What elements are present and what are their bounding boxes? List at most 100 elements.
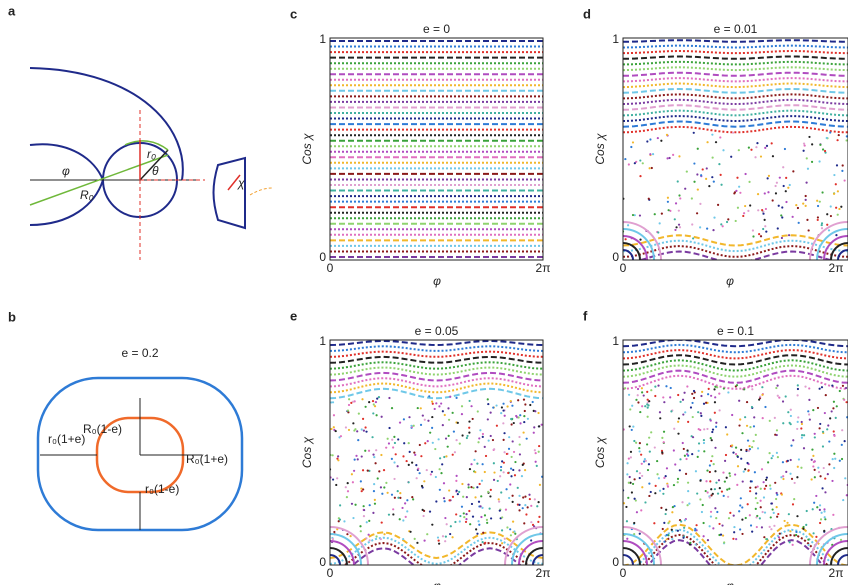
orbit-point	[773, 416, 776, 419]
orbit-point	[641, 405, 644, 408]
orbit-point	[666, 157, 669, 160]
orbit-point	[648, 450, 651, 453]
orbit-point	[789, 530, 792, 533]
orbit-point	[344, 426, 348, 429]
orbit-point	[362, 488, 365, 491]
orbit-point	[700, 174, 703, 177]
orbit	[623, 93, 848, 100]
orbit-point	[660, 139, 663, 142]
orbit-point	[702, 402, 706, 405]
orbit-point	[471, 515, 475, 518]
orbit-point	[517, 399, 520, 402]
orbit-point	[727, 391, 730, 394]
orbit-point	[367, 533, 370, 536]
orbit-point	[718, 409, 721, 412]
orbit-point	[845, 494, 848, 497]
orbit-point	[775, 491, 778, 495]
orbit-point	[748, 384, 751, 388]
orbit-point	[790, 444, 793, 447]
orbit-point	[514, 460, 517, 464]
orbit-point	[676, 180, 679, 183]
orbit-point	[840, 205, 843, 208]
orbit	[623, 359, 848, 372]
orbit-point	[829, 417, 832, 420]
orbit-point	[534, 410, 537, 413]
orbit-point	[627, 457, 630, 460]
orbit-point	[782, 166, 785, 169]
orbit-point	[721, 225, 724, 228]
orbit-point	[381, 492, 384, 495]
orbit-point	[739, 191, 742, 194]
orbit-point	[667, 521, 670, 525]
orbit-point	[650, 166, 653, 170]
orbit	[623, 125, 848, 134]
orbit-point	[419, 423, 423, 426]
orbit-point	[745, 400, 749, 404]
orbit-point	[518, 435, 521, 439]
orbit-point	[670, 528, 673, 531]
orbit-point	[733, 531, 736, 534]
orbit-point	[843, 398, 846, 401]
orbit	[623, 354, 848, 366]
plot-area	[330, 40, 543, 258]
orbit-point	[734, 473, 737, 476]
orbit-point	[756, 514, 759, 518]
orbit-point	[639, 175, 642, 178]
orbit-point	[733, 525, 736, 529]
orbit-point	[392, 513, 395, 516]
orbit-point	[525, 513, 528, 516]
orbit-point	[767, 174, 771, 177]
orbit-point	[357, 412, 360, 415]
orbit-point	[752, 425, 756, 428]
orbit-point	[386, 437, 389, 440]
orbit-point	[511, 404, 514, 407]
orbit-point	[646, 403, 649, 406]
orbit-point	[695, 212, 699, 215]
orbit-point	[353, 429, 356, 432]
orbit-point	[633, 521, 636, 525]
orbit-point	[634, 499, 637, 502]
orbit-point	[479, 429, 482, 432]
orbit-point	[729, 474, 732, 478]
orbit-point	[397, 438, 400, 441]
panel-label: d	[583, 6, 591, 21]
orbit-point	[661, 527, 664, 531]
orbit	[623, 523, 848, 565]
orbit-point	[765, 144, 769, 147]
orbit-point	[780, 236, 784, 240]
orbit-point	[423, 480, 426, 483]
orbit-point	[335, 483, 338, 487]
orbit-point	[775, 451, 779, 455]
orbit-point	[336, 457, 339, 460]
orbit-point	[692, 389, 696, 393]
orbit-point	[740, 457, 743, 460]
orbit-point	[646, 401, 649, 404]
orbit-point	[346, 490, 350, 493]
orbit-point	[795, 530, 798, 534]
orbit-point	[503, 432, 506, 435]
orbit-point	[631, 404, 634, 407]
orbit-point	[730, 155, 733, 158]
orbit-point	[439, 457, 442, 460]
orbit-point	[763, 487, 766, 490]
orbit-point	[696, 492, 699, 495]
orbit-point	[749, 486, 752, 489]
orbit-point	[664, 512, 667, 516]
orbit-point	[706, 427, 709, 431]
orbit-point	[838, 207, 841, 211]
annotation: χ	[237, 176, 245, 190]
orbit-point	[683, 519, 687, 522]
orbit-point	[626, 537, 629, 540]
orbit-point	[682, 536, 685, 539]
orbit-point	[789, 458, 792, 462]
orbit-point	[425, 468, 428, 472]
orbit-point	[699, 479, 702, 482]
ray	[29, 154, 169, 206]
orbit-point	[646, 140, 649, 143]
orbit-point	[753, 416, 756, 419]
orbit-point	[629, 408, 632, 411]
orbit-point	[441, 463, 444, 466]
orbit-point	[636, 394, 639, 397]
orbit-point	[404, 502, 407, 505]
orbit-point	[765, 538, 769, 541]
